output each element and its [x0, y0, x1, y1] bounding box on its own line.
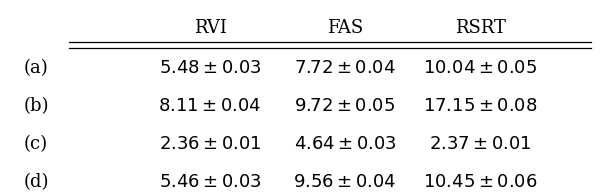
- Text: (c): (c): [24, 135, 48, 153]
- Text: $2.37 \pm 0.01$: $2.37 \pm 0.01$: [429, 135, 531, 153]
- Text: $7.72 \pm 0.04$: $7.72 \pm 0.04$: [294, 59, 396, 77]
- Text: $5.46 \pm 0.03$: $5.46 \pm 0.03$: [158, 173, 262, 191]
- Text: (a): (a): [23, 59, 49, 77]
- Text: RVI: RVI: [194, 19, 226, 37]
- Text: $2.36 \pm 0.01$: $2.36 \pm 0.01$: [159, 135, 261, 153]
- Text: $10.04 \pm 0.05$: $10.04 \pm 0.05$: [423, 59, 537, 77]
- Text: FAS: FAS: [327, 19, 363, 37]
- Text: $9.56 \pm 0.04$: $9.56 \pm 0.04$: [293, 173, 397, 191]
- Text: $4.64 \pm 0.03$: $4.64 \pm 0.03$: [293, 135, 397, 153]
- Text: (d): (d): [23, 173, 49, 191]
- Text: (b): (b): [23, 97, 49, 115]
- Text: RSRT: RSRT: [455, 19, 505, 37]
- Text: $10.45 \pm 0.06$: $10.45 \pm 0.06$: [423, 173, 537, 191]
- Text: $5.48 \pm 0.03$: $5.48 \pm 0.03$: [158, 59, 262, 77]
- Text: $17.15 \pm 0.08$: $17.15 \pm 0.08$: [423, 97, 537, 115]
- Text: $8.11 \pm 0.04$: $8.11 \pm 0.04$: [158, 97, 262, 115]
- Text: $9.72 \pm 0.05$: $9.72 \pm 0.05$: [295, 97, 395, 115]
